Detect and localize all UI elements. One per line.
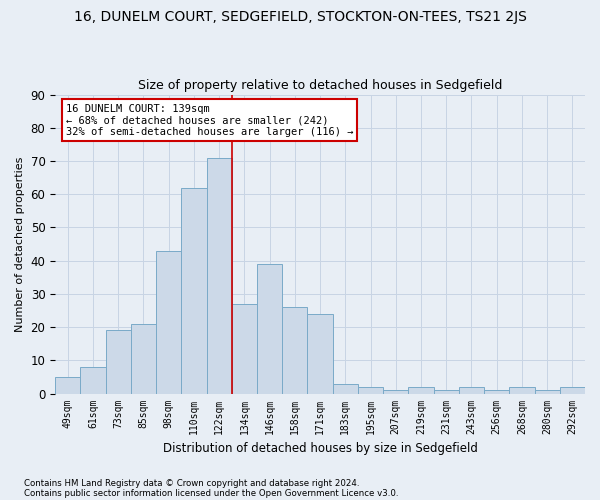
Bar — [257, 264, 282, 394]
Text: 16, DUNELM COURT, SEDGEFIELD, STOCKTON-ON-TEES, TS21 2JS: 16, DUNELM COURT, SEDGEFIELD, STOCKTON-O… — [74, 10, 526, 24]
Bar — [232, 304, 257, 394]
Bar — [459, 387, 484, 394]
Bar — [307, 314, 332, 394]
Bar — [535, 390, 560, 394]
Bar — [358, 387, 383, 394]
Text: 16 DUNELM COURT: 139sqm
← 68% of detached houses are smaller (242)
32% of semi-d: 16 DUNELM COURT: 139sqm ← 68% of detache… — [66, 104, 353, 136]
Bar — [131, 324, 156, 394]
Bar — [409, 387, 434, 394]
Bar — [332, 384, 358, 394]
Bar — [484, 390, 509, 394]
X-axis label: Distribution of detached houses by size in Sedgefield: Distribution of detached houses by size … — [163, 442, 478, 455]
Bar — [282, 307, 307, 394]
Bar — [383, 390, 409, 394]
Bar — [80, 367, 106, 394]
Title: Size of property relative to detached houses in Sedgefield: Size of property relative to detached ho… — [138, 79, 502, 92]
Bar — [156, 250, 181, 394]
Bar — [106, 330, 131, 394]
Text: Contains public sector information licensed under the Open Government Licence v3: Contains public sector information licen… — [24, 488, 398, 498]
Bar — [206, 158, 232, 394]
Y-axis label: Number of detached properties: Number of detached properties — [15, 156, 25, 332]
Bar — [509, 387, 535, 394]
Bar — [560, 387, 585, 394]
Bar — [181, 188, 206, 394]
Bar — [434, 390, 459, 394]
Bar — [55, 377, 80, 394]
Text: Contains HM Land Registry data © Crown copyright and database right 2024.: Contains HM Land Registry data © Crown c… — [24, 478, 359, 488]
